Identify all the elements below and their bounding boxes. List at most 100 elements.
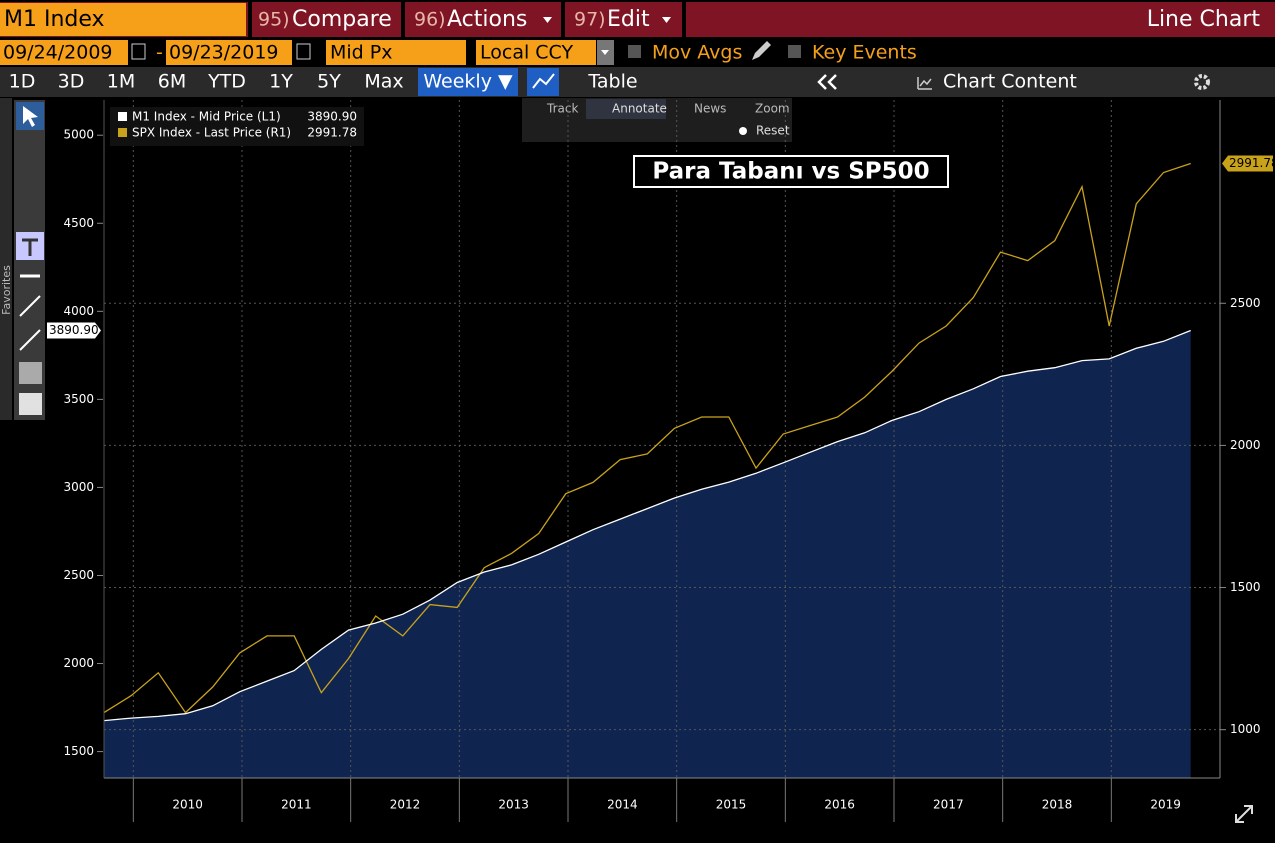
option[interactable]: Mov Avgs bbox=[652, 42, 742, 64]
last-value-flag bbox=[1222, 155, 1273, 172]
title-box bbox=[633, 155, 949, 188]
menu-num[interactable]: 97) bbox=[574, 9, 606, 31]
sep bbox=[682, 2, 686, 37]
table-button[interactable]: Table bbox=[587, 71, 637, 93]
x-tick-label: 2011 bbox=[281, 798, 312, 812]
favorites-tab[interactable] bbox=[0, 98, 12, 420]
reset[interactable]: Reset bbox=[756, 124, 790, 138]
legend-entry: M1 Index - Mid Price (L1) bbox=[132, 110, 281, 124]
settings-icon[interactable] bbox=[1194, 74, 1210, 90]
period-button[interactable]: 3D bbox=[58, 71, 85, 93]
y-tick-label: 4500 bbox=[63, 216, 94, 230]
last-value-label: 2991.78 bbox=[1229, 156, 1275, 170]
y-tick-label: 3000 bbox=[63, 480, 94, 494]
calendar-icon[interactable] bbox=[131, 43, 146, 60]
pencil-icon[interactable] bbox=[752, 41, 771, 60]
dropdown-arrow bbox=[662, 17, 671, 23]
field-select[interactable] bbox=[326, 40, 466, 65]
y2-tick-label: 2000 bbox=[1230, 438, 1261, 452]
content-icon bbox=[917, 77, 932, 90]
pointer-icon bbox=[23, 106, 38, 127]
x-tick-label: 2016 bbox=[824, 798, 855, 812]
security-field[interactable] bbox=[0, 3, 246, 36]
dropdown-arrow bbox=[543, 17, 552, 23]
y2-tick-label: 1500 bbox=[1230, 580, 1261, 594]
legend-value: 3890.90 bbox=[307, 110, 357, 124]
tool[interactable]: Annotate bbox=[612, 102, 667, 116]
currency-select[interactable] bbox=[476, 40, 596, 65]
sep bbox=[561, 2, 565, 37]
legend-value: 2991.78 bbox=[307, 126, 357, 140]
channel-tool[interactable] bbox=[19, 362, 42, 384]
period-button[interactable]: 1M bbox=[107, 71, 135, 93]
frequency-button[interactable] bbox=[418, 68, 518, 96]
chart-icon bbox=[532, 73, 555, 89]
menu-num[interactable]: 96) bbox=[414, 9, 446, 31]
x-tick-label: 2012 bbox=[390, 798, 421, 812]
menu-label[interactable]: Actions bbox=[447, 7, 527, 32]
sep bbox=[401, 2, 405, 37]
menu-label[interactable]: Compare bbox=[292, 7, 392, 32]
option[interactable]: Key Events bbox=[812, 42, 917, 64]
y-tick-label: 2000 bbox=[63, 656, 94, 670]
legend-swatch bbox=[118, 112, 127, 121]
calendar-icon[interactable] bbox=[296, 43, 311, 60]
field: Mid Px bbox=[330, 42, 392, 64]
x-tick-label: 2010 bbox=[172, 798, 203, 812]
reset-icon bbox=[739, 127, 747, 135]
date-sep: - bbox=[156, 42, 163, 64]
legend-entry: SPX Index - Last Price (R1) bbox=[132, 126, 291, 140]
y2-tick-label: 2500 bbox=[1230, 296, 1261, 310]
period-button[interactable]: 1D bbox=[9, 71, 36, 93]
legend bbox=[110, 107, 364, 146]
last-value-label: 3890.90 bbox=[49, 323, 99, 337]
y-tick-label: 3500 bbox=[63, 392, 94, 406]
date-field[interactable] bbox=[166, 40, 292, 65]
y-tick-label: 2500 bbox=[63, 568, 94, 582]
regression-tool[interactable] bbox=[19, 393, 42, 415]
period-button[interactable]: 1Y bbox=[269, 71, 293, 93]
x-tick-label: 2014 bbox=[607, 798, 638, 812]
line bbox=[103, 329, 1191, 722]
last-value-flag bbox=[47, 322, 101, 339]
date-field[interactable] bbox=[0, 40, 128, 65]
y2-tick-label: 1000 bbox=[1230, 722, 1261, 736]
period-button[interactable]: YTD bbox=[207, 71, 246, 93]
collapse-icon[interactable] bbox=[817, 74, 837, 90]
trend-tool[interactable] bbox=[19, 295, 41, 351]
currency: Local CCY bbox=[480, 42, 573, 64]
expand-icon[interactable] bbox=[1235, 805, 1253, 823]
y-tick-label: 5000 bbox=[63, 128, 94, 142]
period-button[interactable]: 5Y bbox=[317, 71, 341, 93]
checkbox[interactable] bbox=[788, 45, 801, 58]
end-date: 09/23/2019 bbox=[169, 42, 279, 64]
x-tick-label: 2018 bbox=[1042, 798, 1073, 812]
x-tick-label: 2017 bbox=[933, 798, 964, 812]
chart-content[interactable]: Chart Content bbox=[943, 71, 1077, 93]
menu-num[interactable]: 95) bbox=[258, 9, 290, 31]
chart-title: Para Tabanı vs SP500 bbox=[652, 159, 929, 185]
frequency: Weekly ▼ bbox=[423, 71, 513, 93]
favorites: Favorites bbox=[0, 265, 13, 315]
x-tick-label: 2013 bbox=[498, 798, 529, 812]
checkbox[interactable] bbox=[628, 45, 641, 58]
period-button[interactable]: 6M bbox=[158, 71, 186, 93]
dropdown-arrow bbox=[601, 50, 609, 55]
x-tick-label: 2015 bbox=[716, 798, 747, 812]
security: M1 Index bbox=[4, 7, 105, 32]
y-tick-label: 4000 bbox=[63, 304, 94, 318]
area bbox=[104, 330, 1191, 778]
legend-swatch bbox=[118, 128, 127, 137]
line bbox=[103, 162, 1191, 714]
annotate-active bbox=[586, 99, 666, 119]
menu-label[interactable]: Edit bbox=[607, 7, 650, 32]
sep bbox=[248, 2, 252, 37]
tool[interactable]: Zoom bbox=[755, 102, 790, 116]
period-button[interactable]: Max bbox=[364, 71, 403, 93]
tool[interactable]: News bbox=[694, 102, 726, 116]
period-bar bbox=[0, 67, 1275, 97]
start-date: 09/24/2009 bbox=[3, 42, 113, 64]
y-tick-label: 1500 bbox=[63, 744, 94, 758]
tool[interactable]: Track bbox=[546, 102, 578, 116]
